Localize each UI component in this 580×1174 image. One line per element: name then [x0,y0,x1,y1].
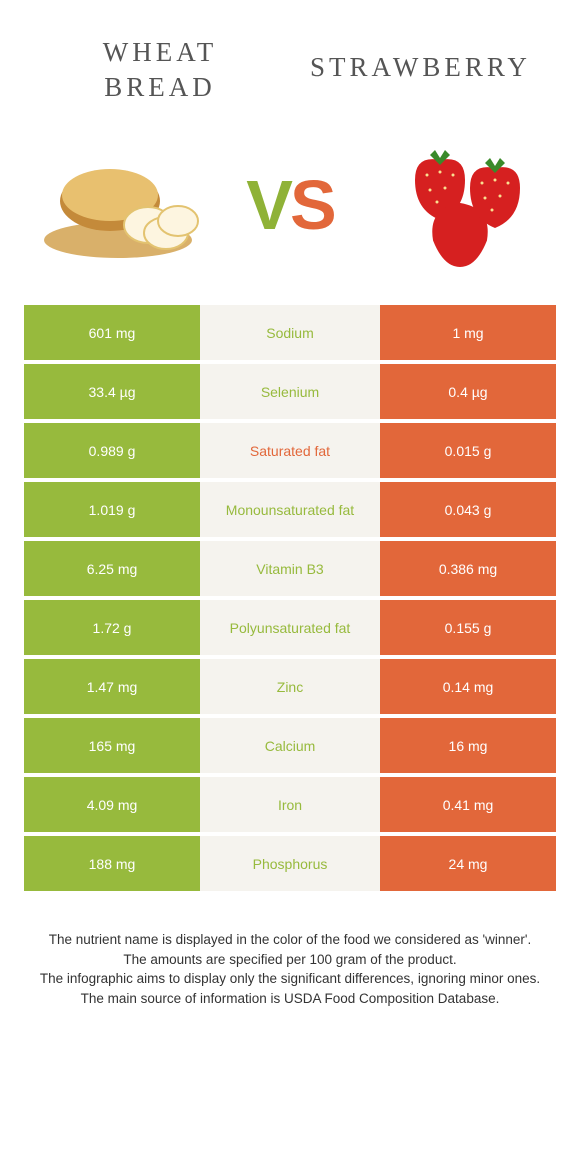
right-value: 0.015 g [380,423,556,478]
footer-notes: The nutrient name is displayed in the co… [0,895,580,1008]
footer-line2: The amounts are specified per 100 gram o… [35,950,545,970]
left-value: 6.25 mg [24,541,200,596]
nutrient-label: Zinc [200,659,380,714]
comparison-table: 601 mgSodium1 mg33.4 µgSelenium0.4 µg0.9… [0,305,580,891]
left-value: 33.4 µg [24,364,200,419]
right-value: 1 mg [380,305,556,360]
strawberry-icon [380,140,540,270]
right-value: 0.043 g [380,482,556,537]
left-value: 601 mg [24,305,200,360]
left-value: 1.72 g [24,600,200,655]
footer-line1: The nutrient name is displayed in the co… [35,930,545,950]
right-value: 0.4 µg [380,364,556,419]
right-value: 16 mg [380,718,556,773]
table-row: 1.72 gPolyunsaturated fat0.155 g [24,600,556,655]
right-title-text: STRAWBERRY [310,52,531,82]
left-value: 0.989 g [24,423,200,478]
right-value: 0.14 mg [380,659,556,714]
vs-v: V [246,166,290,244]
nutrient-label: Saturated fat [200,423,380,478]
table-row: 601 mgSodium1 mg [24,305,556,360]
footer-line3: The infographic aims to display only the… [35,969,545,989]
table-row: 33.4 µgSelenium0.4 µg [24,364,556,419]
left-title-line2: BREAD [104,72,216,102]
left-value: 1.47 mg [24,659,200,714]
right-value: 0.386 mg [380,541,556,596]
left-title-line1: WHEAT [103,37,217,67]
left-value: 1.019 g [24,482,200,537]
table-row: 6.25 mgVitamin B30.386 mg [24,541,556,596]
nutrient-label: Monounsaturated fat [200,482,380,537]
header: WHEAT BREAD STRAWBERRY [0,0,580,125]
nutrient-label: Phosphorus [200,836,380,891]
nutrient-label: Polyunsaturated fat [200,600,380,655]
left-food-title: WHEAT BREAD [50,35,270,105]
left-value: 4.09 mg [24,777,200,832]
table-row: 1.47 mgZinc0.14 mg [24,659,556,714]
right-food-title: STRAWBERRY [310,35,530,105]
right-value: 0.155 g [380,600,556,655]
footer-line4: The main source of information is USDA F… [35,989,545,1009]
vs-label: VS [246,165,333,245]
nutrient-label: Vitamin B3 [200,541,380,596]
vs-s: S [290,166,334,244]
left-value: 165 mg [24,718,200,773]
table-row: 4.09 mgIron0.41 mg [24,777,556,832]
nutrient-label: Calcium [200,718,380,773]
right-value: 24 mg [380,836,556,891]
nutrient-label: Selenium [200,364,380,419]
right-value: 0.41 mg [380,777,556,832]
nutrient-label: Sodium [200,305,380,360]
bread-icon [40,140,200,270]
table-row: 1.019 gMonounsaturated fat0.043 g [24,482,556,537]
images-row: VS [0,125,580,305]
table-row: 165 mgCalcium16 mg [24,718,556,773]
nutrient-label: Iron [200,777,380,832]
table-row: 188 mgPhosphorus24 mg [24,836,556,891]
table-row: 0.989 gSaturated fat0.015 g [24,423,556,478]
left-value: 188 mg [24,836,200,891]
